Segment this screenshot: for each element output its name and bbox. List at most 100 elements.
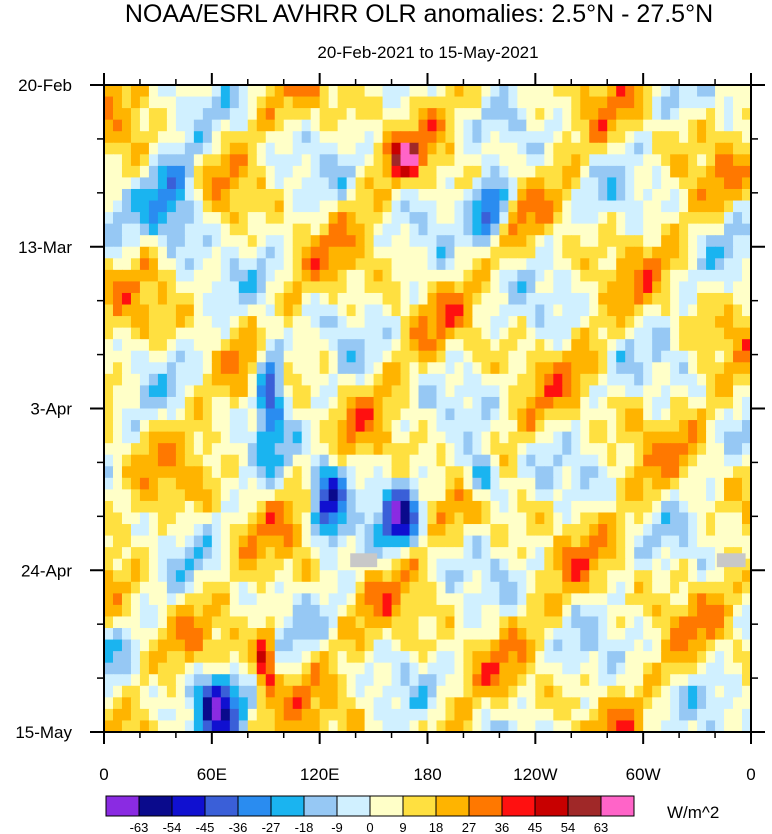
x-tick-label: 120E (300, 765, 340, 784)
heatmap-cell (193, 177, 204, 190)
colorbar-label: 0 (366, 820, 373, 834)
heatmap-cell (670, 339, 680, 352)
heatmap-cell (499, 200, 509, 213)
heatmap-cell (553, 512, 563, 525)
heatmap-cell (472, 639, 483, 652)
heatmap-cell (562, 431, 572, 444)
heatmap-cell (310, 350, 321, 363)
heatmap-cell (697, 708, 707, 722)
heatmap-cell (697, 339, 707, 352)
heatmap-cell (427, 697, 438, 710)
heatmap-cell (283, 85, 294, 98)
heatmap-cell (724, 697, 734, 710)
heatmap-cell (625, 570, 635, 583)
heatmap-cell (373, 200, 384, 213)
heatmap-cell (346, 604, 357, 618)
heatmap-cell (454, 466, 465, 479)
heatmap-cell (742, 674, 751, 687)
heatmap-cell (706, 466, 716, 479)
heatmap-cell (481, 662, 492, 675)
heatmap-cell (607, 616, 617, 629)
heatmap-cell (292, 246, 303, 259)
heatmap-cell (139, 489, 150, 502)
heatmap-cell (733, 535, 743, 548)
heatmap-cell (544, 628, 554, 641)
heatmap-cell (121, 697, 132, 710)
heatmap-cell (175, 535, 186, 548)
heatmap-cell (733, 674, 743, 687)
heatmap-cell (517, 593, 527, 606)
heatmap-cell (193, 223, 204, 236)
heatmap-cell (193, 616, 204, 629)
heatmap-cell (634, 188, 644, 202)
heatmap-cell (238, 443, 249, 456)
heatmap-cell (715, 269, 725, 283)
heatmap-cell (598, 142, 608, 155)
heatmap-cell (490, 466, 500, 479)
heatmap-cell (104, 292, 114, 306)
heatmap-cell (661, 108, 671, 121)
heatmap-cell (436, 142, 447, 155)
heatmap-cell (625, 466, 635, 479)
heatmap-cell (634, 558, 644, 571)
heatmap-cell (193, 500, 204, 514)
heatmap-cell (706, 85, 716, 98)
heatmap-cell (742, 258, 751, 271)
heatmap-cell (706, 593, 716, 606)
heatmap-cell (112, 339, 123, 352)
heatmap-cell (625, 258, 635, 271)
heatmap-cell (202, 292, 213, 306)
heatmap-cell (409, 200, 420, 213)
heatmap-cell (616, 500, 626, 514)
heatmap-cell (184, 662, 195, 675)
heatmap-cell (553, 685, 563, 698)
heatmap-cell (265, 500, 276, 514)
heatmap-cell (724, 119, 734, 132)
heatmap-cell (112, 454, 123, 467)
heatmap-cell (598, 420, 608, 433)
heatmap-cell (517, 119, 527, 132)
heatmap-cell (454, 131, 465, 144)
heatmap-cell (364, 628, 375, 641)
heatmap-cell (688, 512, 698, 525)
heatmap-cell (571, 269, 581, 283)
heatmap-cell (211, 616, 222, 629)
heatmap-cell (301, 269, 312, 283)
heatmap-cell (454, 212, 465, 225)
heatmap-cell (391, 269, 402, 283)
heatmap-cell (193, 443, 204, 456)
heatmap-cell (445, 212, 456, 225)
heatmap-cell (328, 235, 339, 248)
heatmap-cell (697, 500, 707, 514)
heatmap-cell (256, 639, 267, 652)
heatmap-cell (139, 604, 150, 618)
heatmap-cell (220, 223, 231, 236)
heatmap-cell (373, 420, 384, 433)
heatmap-cell (382, 200, 393, 213)
heatmap-cell (679, 558, 689, 571)
heatmap-cell (508, 200, 518, 213)
heatmap-cell (319, 639, 330, 652)
heatmap-cell (589, 581, 599, 594)
heatmap-cell (104, 674, 114, 687)
heatmap-cell (292, 269, 303, 283)
heatmap-cell (481, 697, 492, 710)
heatmap-cell (742, 316, 751, 329)
heatmap-cell (598, 431, 608, 444)
heatmap-cell (382, 524, 393, 537)
heatmap-cell (274, 489, 285, 502)
heatmap-cell (535, 420, 545, 433)
heatmap-cell (373, 500, 384, 514)
heatmap-cell (742, 362, 751, 375)
heatmap-cell (130, 373, 141, 386)
heatmap-cell (148, 489, 159, 502)
heatmap-cell (472, 258, 483, 271)
heatmap-cell (112, 558, 123, 571)
heatmap-cell (148, 524, 159, 537)
heatmap-cell (391, 304, 402, 317)
heatmap-cell (580, 339, 590, 352)
heatmap-cell (670, 697, 680, 710)
heatmap-cell (427, 674, 438, 687)
heatmap-cell (373, 350, 384, 363)
heatmap-cell (292, 212, 303, 225)
